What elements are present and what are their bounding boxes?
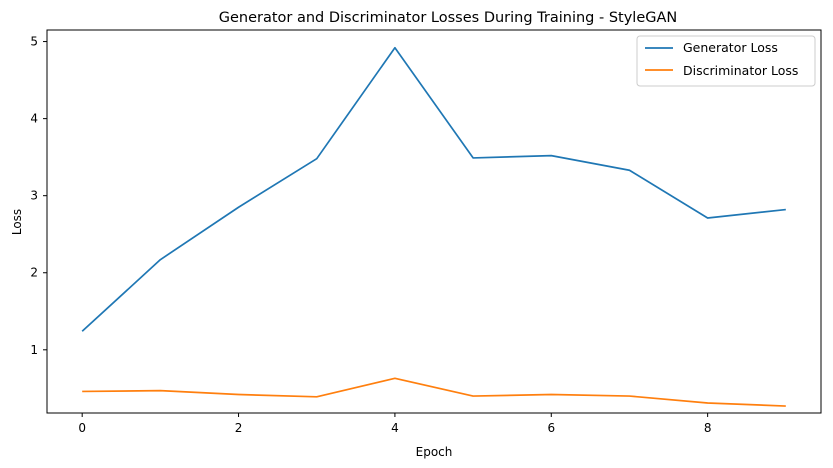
x-axis-label: Epoch (416, 445, 453, 459)
series-line-generator (81, 46, 786, 332)
x-axis: 0 2 4 6 8 (78, 413, 711, 435)
y-axis: 1 2 3 4 5 (30, 35, 47, 357)
legend-box (636, 35, 816, 87)
legend: Generator Loss Discriminator Loss (636, 35, 816, 87)
x-tick-label: 8 (704, 421, 712, 435)
series-line-discriminator (82, 377, 786, 407)
plot-frame (46, 29, 822, 414)
plot-area (81, 46, 786, 407)
y-tick-label: 1 (30, 343, 38, 357)
legend-label-generator: Generator Loss (683, 40, 778, 55)
chart-title: Generator and Discriminator Losses Durin… (219, 10, 678, 26)
x-tick-label: 2 (235, 421, 243, 435)
legend-label-discriminator: Discriminator Loss (683, 63, 798, 78)
y-tick-label: 2 (30, 266, 38, 280)
y-axis-label: Loss (10, 209, 24, 235)
x-tick-label: 4 (391, 421, 399, 435)
x-tick-label: 0 (78, 421, 86, 435)
y-tick-label: 5 (30, 35, 38, 49)
x-tick-label: 6 (547, 421, 555, 435)
y-tick-label: 4 (30, 112, 38, 126)
y-tick-label: 3 (30, 189, 38, 203)
